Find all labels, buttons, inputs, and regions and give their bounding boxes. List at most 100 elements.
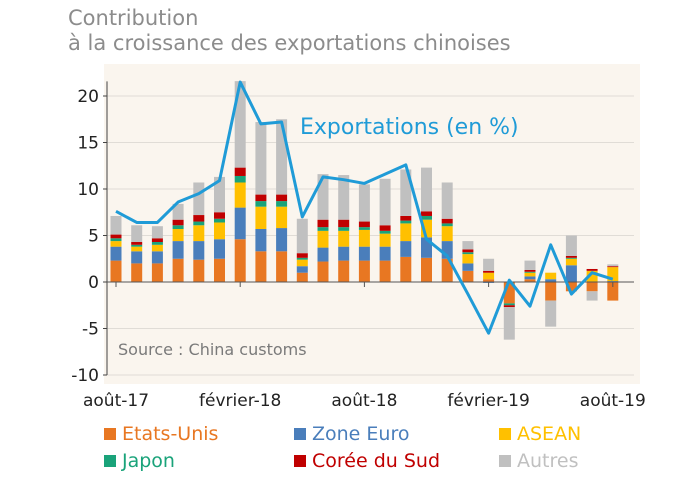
bar-segment [110, 246, 122, 261]
bar-segment [379, 233, 391, 247]
chart-legend: Etats-Unis Zone Euro ASEAN Japon Corée du Su… [104, 423, 664, 475]
line-label: Exportations (en %) [300, 115, 519, 140]
bar-segment [524, 272, 536, 277]
bar-segment [317, 219, 329, 228]
bar-segment [296, 218, 308, 254]
bar-segment [317, 261, 329, 282]
x-tick-label: août-17 [83, 391, 149, 411]
bar-segment [255, 122, 267, 195]
legend-swatch [294, 455, 306, 467]
bar-segment [338, 219, 350, 228]
bar-segment [462, 241, 474, 250]
legend-label: Etats-Unis [122, 423, 219, 445]
y-tick-label: 0 [88, 273, 99, 293]
bar-segment [441, 241, 453, 259]
bar-segment [110, 241, 122, 247]
bar-segment [545, 279, 557, 282]
legend-label: ASEAN [517, 423, 582, 445]
bar-segment [358, 227, 370, 230]
legend-swatch [104, 455, 116, 467]
bar-segment [317, 227, 329, 231]
bar-segment [193, 221, 205, 226]
bar-segment [586, 270, 598, 282]
bar-segment [503, 305, 515, 308]
bar-segment [462, 249, 474, 253]
bar-segment [586, 268, 598, 271]
bar-segment [421, 215, 432, 220]
bar-segment [524, 279, 536, 282]
bar-segment [607, 264, 619, 267]
bar-segment [234, 207, 246, 240]
bar-segment [172, 219, 184, 226]
bar-segment [483, 270, 495, 273]
bar-segment [296, 257, 308, 260]
bar-segment [358, 260, 370, 282]
bar-segment [214, 176, 225, 213]
plot-background [104, 64, 640, 384]
bar-segment [358, 184, 370, 222]
bar-segment [151, 226, 163, 239]
bar-segment [400, 169, 412, 216]
bar-segment [462, 270, 474, 282]
bar-segment [131, 246, 143, 252]
bar-segment [503, 307, 515, 340]
y-tick-label: 5 [88, 227, 99, 247]
bar-segment [276, 251, 288, 282]
legend-item: Zone Euro [294, 423, 409, 445]
bar-segment [462, 252, 474, 255]
bar-segment [565, 258, 577, 266]
bar-segment [276, 194, 288, 202]
bar-segment [172, 203, 184, 220]
bar-segment [379, 230, 391, 234]
bar-segment [421, 257, 432, 282]
chart-title-line-1: Contribution [68, 6, 199, 30]
bar-segment [172, 228, 184, 242]
bar-segment [421, 211, 432, 216]
bar-segment [110, 260, 122, 282]
legend-item: Corée du Sud [294, 450, 440, 472]
bar-segment [172, 258, 184, 282]
bar-segment [421, 167, 432, 212]
bar-segment [338, 246, 350, 261]
bar-segment [358, 229, 370, 247]
bar-segment [483, 279, 495, 282]
source-note: Source : China customs [118, 340, 307, 359]
legend-swatch [104, 428, 116, 440]
bar-segment [151, 263, 163, 282]
bar-segment [131, 225, 143, 243]
bar-segment [545, 300, 557, 327]
bar-segment [193, 182, 205, 216]
bar-segment [524, 260, 536, 270]
bar-segment [214, 218, 225, 223]
legend-label: Japon [122, 450, 175, 472]
bar-segment [276, 228, 288, 252]
bar-segment [483, 272, 495, 280]
bar-segment [421, 219, 432, 238]
bar-segment [483, 258, 495, 271]
bar-segment [565, 265, 577, 282]
bar-segment [193, 215, 205, 222]
bar-segment [545, 272, 557, 280]
bar-segment [151, 242, 163, 245]
bar-segment [234, 175, 246, 183]
legend-label: Zone Euro [312, 423, 410, 445]
bar-segment [131, 242, 143, 245]
bar-segment [255, 194, 267, 202]
bar-segment [462, 254, 474, 264]
bar-segment [441, 218, 453, 224]
legend-item: Etats-Unis [104, 423, 218, 445]
bar-segment [358, 246, 370, 261]
bar-segment [193, 225, 205, 242]
bar-segment [110, 238, 122, 242]
bar-segment [214, 239, 225, 259]
bar-segment [565, 282, 577, 292]
bar-segment [607, 266, 619, 268]
bar-segment [565, 235, 577, 256]
bar-segment [524, 269, 536, 272]
bar-segment [214, 258, 225, 282]
bar-segment [255, 228, 267, 252]
bar-segment [441, 182, 453, 219]
x-tick-label: février-19 [447, 391, 529, 411]
bar-segment [400, 215, 412, 221]
legend-label: Autres [517, 450, 579, 472]
